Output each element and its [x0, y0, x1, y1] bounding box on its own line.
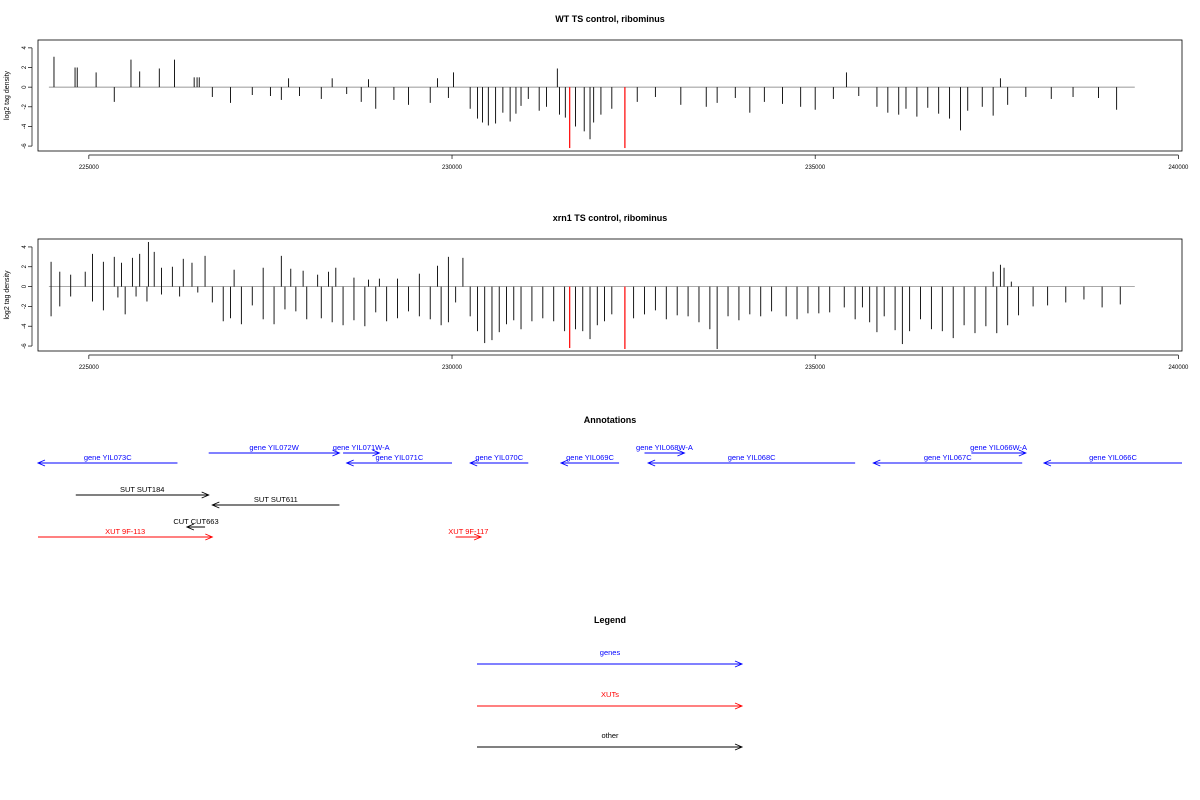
- feature-label: XUT 9F-117: [448, 527, 488, 536]
- x-tick-label: 235000: [805, 365, 826, 371]
- feature-arrow-head: [345, 459, 354, 467]
- feature-arrow-head: [473, 533, 483, 541]
- feature-arrow-head: [211, 501, 220, 509]
- feature-label: gene YIL066W-A: [970, 443, 1027, 452]
- feature-arrow-head: [36, 459, 46, 467]
- x-tick-label: 240000: [1168, 165, 1189, 171]
- feature-label: gene YIL068C: [728, 453, 776, 462]
- y-tick-label: 2: [22, 65, 28, 69]
- x-tick-label: 225000: [79, 165, 100, 171]
- annotations-panel: Annotations gene YIL073C gene YIL072W gene …: [36, 415, 1182, 541]
- y-tick-label: -2: [22, 303, 28, 309]
- feature-label: gene YIL071W-A: [333, 443, 390, 452]
- y-tick-label: -2: [22, 103, 28, 109]
- feature-label: gene YIL073C: [84, 453, 132, 462]
- y-tick-label: -6: [22, 143, 28, 149]
- legend-panel: Legend genes XUTs other: [477, 615, 744, 751]
- feature-label: SUT SUT184: [120, 485, 164, 494]
- feature-label: gene YIL069C: [566, 453, 614, 462]
- feature-label: XUT 9F-113: [105, 527, 145, 536]
- feature-label: CUT CUT663: [173, 517, 218, 526]
- xrn1-track-panel: xrn1 TS control, ribominus 4 2 0 -2 -4 -6 log2 …: [4, 213, 1189, 371]
- feature-label: gene YIL071C: [375, 453, 423, 462]
- plot-frame: [37, 238, 1183, 352]
- feature-arrow-head: [205, 533, 214, 541]
- y-tick-label: -4: [22, 323, 28, 329]
- plot-frame: [37, 39, 1183, 152]
- feature-arrow-head: [646, 459, 656, 467]
- feature-label: gene YIL067C: [924, 453, 972, 462]
- legend-label: XUTs: [601, 690, 619, 699]
- x-tick-label: 235000: [805, 165, 826, 171]
- legend-title: Legend: [594, 615, 626, 625]
- y-tick-label: -4: [22, 123, 28, 129]
- x-tick-label: 240000: [1168, 365, 1189, 371]
- y-tick-label: 0: [22, 85, 28, 89]
- chart-title: WT TS control, ribominus: [555, 14, 665, 24]
- x-tick-label: 230000: [442, 165, 463, 171]
- feature-arrow-head: [559, 459, 569, 467]
- feature-label: gene YIL072W: [249, 443, 299, 452]
- x-tick-label: 230000: [442, 365, 463, 371]
- feature-arrow-head: [201, 491, 210, 499]
- wt-track-panel: WT TS control, ribominus 4 2 0 -2 -4 -6 log2 ta…: [4, 14, 1189, 171]
- legend-arrow-head: [734, 743, 744, 751]
- chart-title: xrn1 TS control, ribominus: [553, 213, 668, 223]
- feature-arrow-head: [872, 459, 881, 467]
- feature-arrow-head: [677, 449, 686, 457]
- feature-label: gene YIL068W-A: [636, 443, 693, 452]
- legend-label: genes: [600, 648, 621, 657]
- y-tick-label: 4: [22, 245, 28, 249]
- y-axis-label: log2 tag density: [4, 270, 11, 320]
- y-axis-label: log2 tag density: [4, 70, 11, 120]
- feature-label: SUT SUT611: [254, 495, 298, 504]
- legend-label: other: [601, 731, 619, 740]
- feature-arrow-head: [1018, 449, 1027, 457]
- feature-arrow-head: [372, 449, 381, 457]
- annotations-title: Annotations: [584, 415, 637, 425]
- feature-arrow-head: [469, 459, 478, 467]
- y-tick-label: -6: [22, 343, 28, 349]
- feature-label: gene YIL066C: [1089, 453, 1137, 462]
- y-tick-label: 2: [22, 264, 28, 268]
- feature-arrow-head: [185, 523, 195, 531]
- legend-arrow-head: [734, 702, 744, 710]
- feature-arrow-head: [1042, 459, 1052, 467]
- feature-arrow-head: [332, 449, 341, 457]
- y-tick-label: 0: [22, 284, 28, 288]
- x-tick-label: 225000: [79, 365, 100, 371]
- feature-label: gene YIL070C: [475, 453, 523, 462]
- y-tick-label: 4: [22, 46, 28, 50]
- legend-arrow-head: [734, 660, 744, 668]
